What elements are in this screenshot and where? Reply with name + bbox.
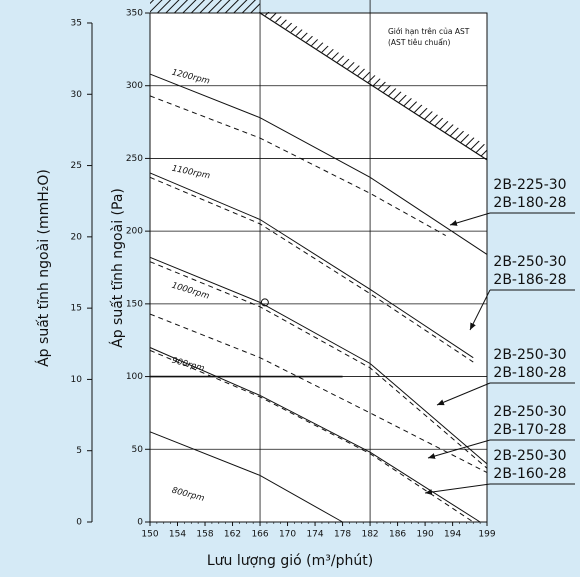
x-tick-label: 150 [141, 530, 158, 540]
x-tick-label: 162 [224, 530, 241, 540]
curve [149, 261, 488, 469]
x-tick-label: 174 [306, 530, 323, 540]
y2-tick-label: 35 [71, 18, 82, 28]
y2-tick-label: 15 [71, 304, 82, 314]
y-tick-label: 100 [126, 372, 143, 382]
curve [149, 347, 481, 523]
hatch-top [150, 0, 261, 13]
curve [149, 176, 474, 363]
y-tick-label: 200 [126, 227, 143, 237]
curve [149, 95, 446, 236]
x-axis-label: Lưu lượng gió (m³/phút) [207, 553, 373, 569]
y2-tick-label: 5 [76, 446, 82, 456]
curve [149, 73, 488, 255]
model-arrow [424, 483, 491, 496]
model-label: 2B-250-30 [493, 404, 566, 420]
model-label: 2B-225-30 [493, 177, 566, 193]
model-label: 2B-160-28 [493, 466, 566, 482]
y2-tick-label: 10 [71, 375, 83, 385]
model-arrow [469, 289, 491, 331]
y-tick-label: 50 [132, 445, 144, 455]
model-label: 2B-170-28 [493, 422, 566, 438]
x-tick-label: 178 [334, 530, 351, 540]
y-tick-label: 300 [126, 81, 143, 91]
limit-line [259, 12, 488, 161]
y-tick-label: 350 [126, 9, 143, 19]
x-tick-label: 190 [417, 530, 434, 540]
x-tick-label: 186 [389, 530, 406, 540]
curve [149, 256, 488, 465]
x-tick-label: 199 [478, 530, 495, 540]
x-tick-label: 154 [169, 530, 186, 540]
x-tick-label: 166 [251, 530, 268, 540]
point-marker [260, 298, 269, 307]
y-axis-label: Áp suất tĩnh ngoài (Pa) [109, 188, 126, 348]
model-arrow [427, 439, 491, 459]
curve [149, 431, 343, 523]
y-tick-label: 250 [126, 154, 143, 164]
model-arrow [436, 382, 491, 406]
model-label: 2B-250-30 [493, 448, 566, 464]
y-tick-label: 0 [137, 518, 143, 528]
curve [149, 313, 488, 473]
model-arrow [449, 212, 491, 226]
model-label: 2B-180-28 [493, 195, 566, 211]
limit-label: (AST tiêu chuẩn) [388, 38, 451, 47]
model-label: 2B-186-28 [493, 272, 566, 288]
curve [149, 349, 474, 523]
plot-area [150, 13, 487, 522]
model-label: 2B-250-30 [493, 347, 566, 363]
y2-axis-label: Áp suất tĩnh ngoài (mmH₂O) [35, 169, 52, 367]
plot-border [149, 12, 488, 523]
model-label: 2B-180-28 [493, 365, 566, 381]
curve [149, 172, 474, 359]
model-label: 2B-250-30 [493, 254, 566, 270]
limit-label: Giới hạn trên của AST [388, 27, 470, 36]
y2-tick-label: 30 [71, 90, 83, 100]
y2-tick-label: 20 [71, 232, 83, 242]
y-tick-label: 150 [126, 299, 143, 309]
x-tick-label: 194 [444, 530, 461, 540]
y2-tick-label: 25 [71, 161, 82, 171]
x-tick-label: 158 [196, 530, 213, 540]
y2-tick-label: 0 [76, 518, 82, 528]
x-tick-label: 182 [361, 530, 378, 540]
x-tick-label: 170 [279, 530, 296, 540]
